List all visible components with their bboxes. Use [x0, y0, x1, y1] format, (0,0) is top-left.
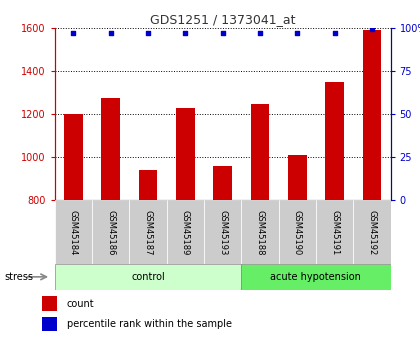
- Bar: [213, 166, 232, 200]
- Text: stress: stress: [4, 272, 33, 282]
- Point: [257, 30, 263, 36]
- Bar: [241, 200, 278, 264]
- Text: GSM45193: GSM45193: [218, 210, 227, 255]
- Bar: [101, 98, 120, 200]
- Bar: [92, 200, 129, 264]
- Bar: [55, 200, 92, 264]
- Text: control: control: [131, 272, 165, 282]
- Point: [144, 30, 151, 36]
- Text: GSM45189: GSM45189: [181, 210, 190, 255]
- Bar: [167, 200, 204, 264]
- Bar: [353, 200, 391, 264]
- Point: [294, 30, 301, 36]
- Bar: [316, 200, 353, 264]
- Point: [331, 30, 338, 36]
- Bar: [64, 114, 83, 200]
- Bar: [42, 317, 57, 331]
- Bar: [176, 108, 194, 200]
- Bar: [251, 104, 269, 200]
- Bar: [139, 170, 157, 200]
- Text: GSM45186: GSM45186: [106, 210, 115, 255]
- Point: [182, 30, 189, 36]
- Bar: [288, 155, 307, 200]
- Bar: [129, 200, 167, 264]
- Text: GSM45188: GSM45188: [255, 210, 265, 255]
- Bar: [278, 200, 316, 264]
- Bar: [241, 264, 391, 290]
- Point: [107, 30, 114, 36]
- Bar: [55, 264, 241, 290]
- Text: percentile rank within the sample: percentile rank within the sample: [67, 319, 232, 329]
- Text: GSM45190: GSM45190: [293, 210, 302, 255]
- Text: GSM45184: GSM45184: [69, 210, 78, 255]
- Point: [219, 30, 226, 36]
- Text: acute hypotension: acute hypotension: [270, 272, 361, 282]
- Text: GSM45187: GSM45187: [144, 210, 152, 255]
- Text: GSM45192: GSM45192: [368, 210, 376, 255]
- Text: count: count: [67, 299, 94, 308]
- Bar: [42, 296, 57, 310]
- Bar: [325, 81, 344, 200]
- Point: [70, 30, 76, 36]
- Title: GDS1251 / 1373041_at: GDS1251 / 1373041_at: [150, 13, 295, 27]
- Bar: [204, 200, 241, 264]
- Text: GSM45191: GSM45191: [330, 210, 339, 255]
- Bar: [362, 30, 381, 200]
- Point: [369, 27, 375, 32]
